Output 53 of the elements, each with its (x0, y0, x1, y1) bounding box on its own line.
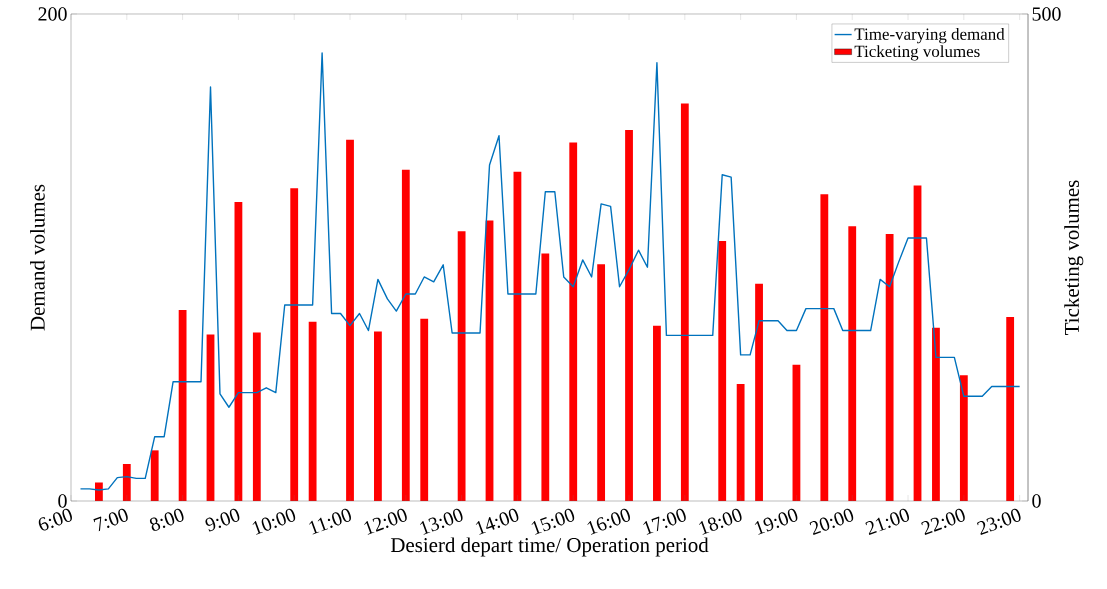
y-tick-label: 200 (38, 7, 67, 21)
bar (820, 194, 829, 501)
bar (150, 450, 159, 501)
bar (401, 169, 410, 501)
legend-label: Ticketing volumes (854, 45, 980, 61)
bar (718, 240, 727, 501)
bar (457, 231, 466, 501)
x-tick-label: 17:00 (643, 508, 686, 535)
bar (122, 463, 131, 501)
x-tick-label: 21:00 (865, 508, 910, 536)
x-tick-label: 12:00 (364, 508, 407, 535)
bar (885, 234, 894, 501)
bar (346, 139, 354, 501)
x-tick-label: 13:00 (420, 508, 463, 535)
bar (252, 332, 261, 501)
x-tick-label: 23:00 (976, 508, 1021, 536)
bar (290, 188, 299, 501)
bar (625, 129, 633, 501)
x-axis-title: Desierd depart time/ Operation period (390, 537, 709, 557)
bar (541, 253, 550, 501)
x-tick-label: 14:00 (475, 508, 519, 535)
x-tick-label: 16:00 (587, 508, 631, 535)
x-tick-label: 9:00 (205, 508, 240, 532)
y2-tick-label: 500 (1032, 7, 1061, 21)
x-tick-label: 18:00 (699, 508, 742, 535)
bar (736, 384, 745, 501)
x-tick-label: 6:00 (38, 508, 72, 531)
x-tick-label: 20:00 (809, 508, 854, 536)
bar (653, 325, 661, 501)
bar (932, 327, 940, 501)
bar (755, 283, 763, 501)
bar (178, 310, 187, 501)
y-axis-title: Demand volumes (30, 184, 45, 331)
bar (959, 375, 968, 501)
bar (95, 482, 103, 501)
bar (848, 226, 857, 501)
legend-label: Time-varying demand (854, 27, 1005, 44)
y2-axis-title: Ticketing volumes (1064, 180, 1084, 335)
x-tick-label: 10:00 (252, 508, 296, 535)
x-tick-label: 7:00 (93, 508, 128, 532)
bar (597, 264, 606, 501)
bar (374, 331, 382, 501)
x-tick-label: 15:00 (531, 508, 575, 535)
bar (680, 103, 689, 501)
x-tick-label: 11:00 (309, 508, 351, 535)
bar (1006, 316, 1015, 501)
bar (569, 142, 578, 501)
bar (420, 318, 429, 501)
bar (308, 321, 317, 501)
x-tick-label: 22:00 (921, 508, 965, 536)
x-tick-label: 8:00 (149, 508, 184, 531)
y2-tick-label: 0 (1032, 494, 1041, 508)
x-tick-label: 19:00 (754, 508, 798, 535)
